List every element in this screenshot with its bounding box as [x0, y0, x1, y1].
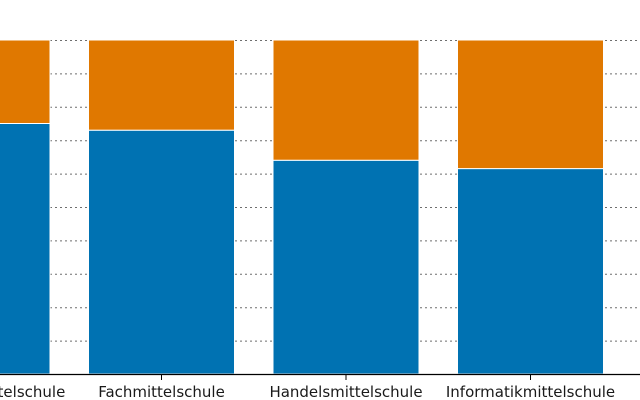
bar-series0-1	[88, 129, 235, 375]
bar-series1-2	[272, 39, 420, 161]
bar-series0-2	[272, 159, 420, 375]
tick-label-1: Fachmittelschule	[98, 383, 225, 400]
tick-label-0: Wirtschaftsmittelschule	[0, 383, 65, 400]
bar-series1-3	[457, 39, 604, 170]
bars	[0, 39, 604, 375]
bar-series1-0	[0, 39, 51, 124]
x-axis-ticks	[161, 374, 531, 380]
bar-series0-0	[0, 123, 51, 375]
bar-series0-3	[457, 168, 604, 375]
bar-series1-1	[88, 39, 235, 131]
x-axis-tick-labels: Wirtschaftsmittelschule Fachmittelschule…	[0, 383, 615, 400]
tick-label-3: Informatikmittelschule	[446, 383, 615, 400]
tick-label-2: Handelsmittelschule	[269, 383, 422, 400]
